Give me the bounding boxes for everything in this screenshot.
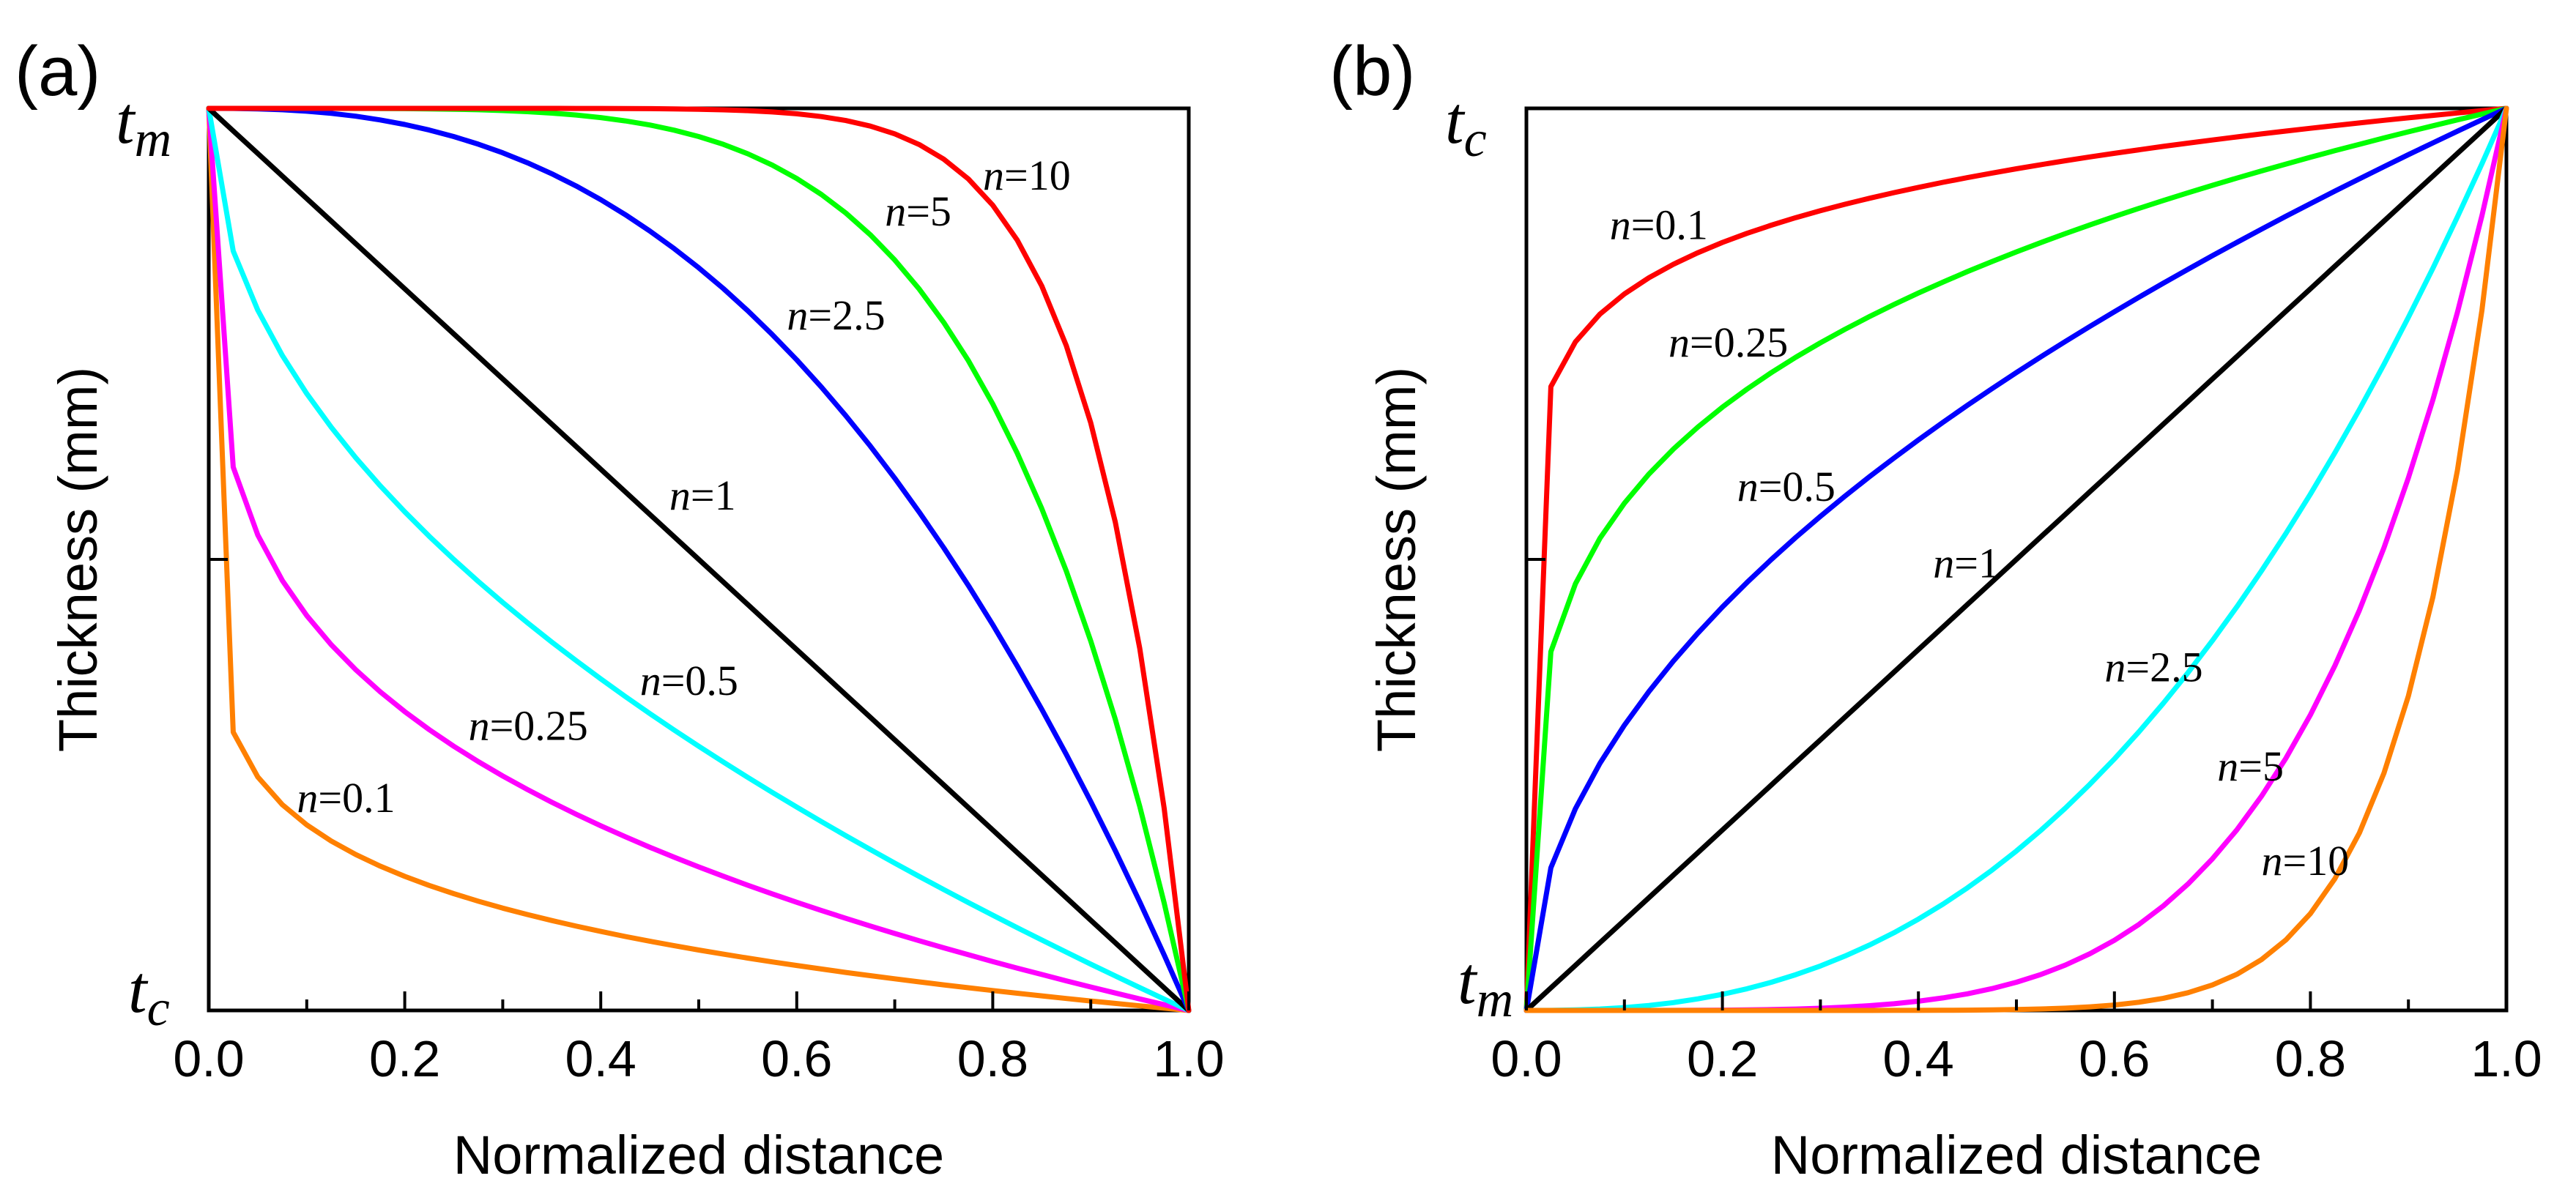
panel-b-ticks <box>1525 558 2508 1010</box>
series-line-n-0-1 <box>206 105 1192 1013</box>
x-tick-label-5: 1.0 <box>2471 1030 2542 1087</box>
series-line-n-0-25 <box>1523 105 2509 1013</box>
panel-b-y-axis-label: Thickness (mm) <box>1366 367 1427 752</box>
series-line-n-0-1 <box>1523 105 2509 1013</box>
x-tick-label-3: 0.6 <box>761 1030 832 1087</box>
series-label-n-1: n=1 <box>669 472 736 519</box>
panel-a: (a) n=0.1n=0.25n=0.5n=1n=2.5n=5n=10 0.0 0… <box>15 32 1225 1185</box>
series-line-n-2-5 <box>1523 105 2509 1013</box>
series-label-n-0-5: n=0.5 <box>1737 463 1836 510</box>
panel-b-series-lines <box>1523 105 2509 1013</box>
series-line-n-10 <box>206 105 1192 1013</box>
panel-b-x-tick-labels: 0.0 0.2 0.4 0.6 0.8 1.0 <box>1491 1030 2542 1087</box>
x-tick-label-0: 0.0 <box>1491 1030 1562 1087</box>
series-line-n-2-5 <box>206 105 1192 1013</box>
series-label-n-0-1: n=0.1 <box>297 774 395 822</box>
series-label-n-10: n=10 <box>983 152 1071 199</box>
panel-a-label: (a) <box>15 32 100 111</box>
series-label-n-5: n=5 <box>885 187 951 235</box>
panel-a-x-tick-labels: 0.0 0.2 0.4 0.6 0.8 1.0 <box>173 1030 1224 1087</box>
panel-b-label: (b) <box>1329 32 1415 111</box>
series-line-n-0-5 <box>1523 105 2509 1013</box>
panel-b-y-bottom-label: tm <box>1458 943 1513 1028</box>
series-label-n-0-1: n=0.1 <box>1610 201 1708 249</box>
panel-b-x-axis-label: Normalized distance <box>1771 1125 2262 1185</box>
series-label-n-10: n=10 <box>2262 837 2350 884</box>
x-tick-label-4: 0.8 <box>957 1030 1028 1087</box>
series-label-n-1: n=1 <box>1933 540 2000 587</box>
x-tick-label-0: 0.0 <box>173 1030 244 1087</box>
panel-a-y-top-label: tm <box>116 83 171 168</box>
series-label-n-2-5: n=2.5 <box>2104 643 2202 690</box>
series-label-n-0-5: n=0.5 <box>640 657 738 704</box>
panel-a-y-axis-label: Thickness (mm) <box>48 367 108 752</box>
panel-b: (b) n=0.1n=0.25n=0.5n=1n=2.5n=5n=10 0.0 0… <box>1329 32 2542 1185</box>
series-line-n-1 <box>206 105 1192 1013</box>
panel-b-y-top-label: tc <box>1445 83 1487 168</box>
x-tick-label-2: 0.4 <box>1883 1030 1954 1087</box>
x-tick-label-1: 0.2 <box>369 1030 440 1087</box>
x-tick-label-5: 1.0 <box>1153 1030 1224 1087</box>
series-line-n-1 <box>1523 105 2509 1013</box>
series-line-n-0-5 <box>206 105 1192 1013</box>
series-label-n-0-25: n=0.25 <box>1669 319 1788 366</box>
series-line-n-0-25 <box>206 105 1192 1013</box>
panel-a-x-axis-label: Normalized distance <box>453 1125 944 1185</box>
x-tick-label-2: 0.4 <box>565 1030 636 1087</box>
panel-a-ticks <box>207 558 1190 1010</box>
panel-a-series-lines <box>206 105 1192 1013</box>
x-tick-label-1: 0.2 <box>1687 1030 1758 1087</box>
panel-a-series-labels: n=0.1 n=0.25 n=0.5 n=1 n=2.5 n=5 n=10 <box>297 152 1070 822</box>
x-tick-label-3: 0.6 <box>2079 1030 2150 1087</box>
panel-b-series-labels: n=0.1 n=0.25 n=0.5 n=1 n=2.5 n=5 n=10 <box>1610 201 2350 885</box>
panel-a-y-bottom-label: tc <box>128 952 170 1037</box>
series-label-n-0-25: n=0.25 <box>469 701 588 749</box>
series-label-n-5: n=5 <box>2217 742 2284 790</box>
series-label-n-2-5: n=2.5 <box>787 291 885 339</box>
x-tick-label-4: 0.8 <box>2275 1030 2346 1087</box>
